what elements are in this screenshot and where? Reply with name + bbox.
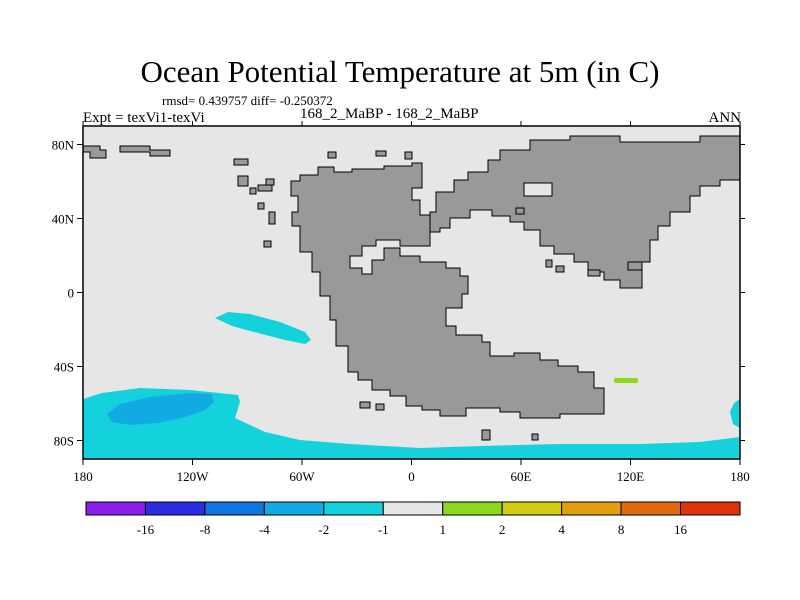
colorbar-label: -16 — [137, 522, 155, 537]
colorbar-label: 1 — [439, 522, 446, 537]
colorbar-label: 8 — [618, 522, 625, 537]
colorbar: -16 -8 -4 -2 -1 1 2 4 8 16 — [85, 501, 741, 537]
land-island-17 — [481, 429, 491, 441]
land-inland-lake — [523, 182, 553, 197]
tropical-pacific-patch — [215, 312, 311, 344]
y-tick-label: 40S — [54, 360, 74, 375]
land-island-7 — [268, 211, 276, 225]
land-island-5 — [249, 187, 257, 195]
y-tick-label: 0 — [68, 286, 75, 301]
dateline-patch — [730, 399, 740, 428]
x-tick-label: 120W — [177, 469, 210, 484]
colorbar-swatch — [382, 501, 444, 516]
land-pangea-east — [429, 135, 741, 289]
colorbar-label: -2 — [318, 522, 329, 537]
colorbar-label: -8 — [199, 522, 210, 537]
x-tick-label: 0 — [408, 469, 415, 484]
colorbar-swatch — [263, 501, 325, 516]
colorbar-swatch — [144, 501, 206, 516]
indian-ocean-patch — [614, 378, 638, 383]
anomaly-layer — [83, 312, 740, 459]
south-pacific-core — [107, 393, 214, 425]
colorbar-swatch — [323, 501, 384, 516]
colorbar-swatch — [204, 501, 265, 516]
y-tick-label: 80N — [52, 138, 75, 153]
land-north-coast — [119, 145, 171, 157]
land-island-6 — [257, 202, 265, 210]
land-layer — [82, 135, 741, 441]
y-axis: 80N 40N 0 40S 80S — [52, 138, 745, 449]
case-label: 168_2_MaBP - 168_2_MaBP — [300, 106, 479, 122]
land-island-15 — [627, 261, 643, 271]
x-tick-label: 180 — [730, 469, 750, 484]
colorbar-label: 2 — [499, 522, 506, 537]
land-island-11 — [327, 151, 337, 159]
land-island-4 — [265, 178, 275, 186]
season-label: ANN — [708, 110, 742, 126]
land-island-16 — [587, 269, 601, 277]
y-tick-label: 80S — [54, 434, 74, 449]
colorbar-label: -4 — [259, 522, 270, 537]
land-island-13 — [545, 259, 553, 268]
land-island-14 — [555, 265, 565, 273]
land-island-10 — [404, 151, 413, 160]
land-island-19 — [359, 401, 371, 409]
stats-text: rmsd= 0.439757 diff= -0.250372 — [162, 93, 333, 108]
land-island-1 — [233, 158, 249, 166]
colorbar-swatch — [620, 501, 682, 516]
land-island-20 — [375, 403, 385, 411]
x-axis: 180 120W 60W 0 60E 120E 180 — [73, 121, 750, 484]
colorbar-swatch — [442, 501, 503, 516]
x-tick-label: 180 — [73, 469, 93, 484]
colorbar-label: 4 — [558, 522, 565, 537]
chart-title: Ocean Potential Temperature at 5m (in C) — [140, 54, 660, 89]
land-island-3 — [257, 184, 273, 192]
southern-ocean-band — [83, 388, 740, 459]
map-panel — [82, 125, 741, 460]
y-tick-label: 40N — [52, 212, 75, 227]
land-island-9 — [375, 150, 387, 157]
x-tick-label: 120E — [617, 469, 645, 484]
colorbar-label: 16 — [674, 522, 688, 537]
land-pangea-west — [290, 162, 605, 419]
colorbar-swatch — [561, 501, 622, 516]
land-island-2 — [237, 175, 249, 187]
land-north-coast-2 — [82, 145, 107, 159]
land-island-18 — [531, 433, 539, 441]
colorbar-swatch — [680, 501, 741, 516]
colorbar-swatch — [501, 501, 563, 516]
x-tick-label: 60E — [511, 469, 532, 484]
x-tick-label: 60W — [289, 469, 315, 484]
land-island-12 — [515, 207, 525, 215]
colorbar-label: -1 — [378, 522, 389, 537]
colorbar-swatch — [85, 501, 146, 516]
experiment-label: Expt = texVi1-texVi — [83, 110, 205, 126]
land-island-8 — [263, 240, 272, 248]
